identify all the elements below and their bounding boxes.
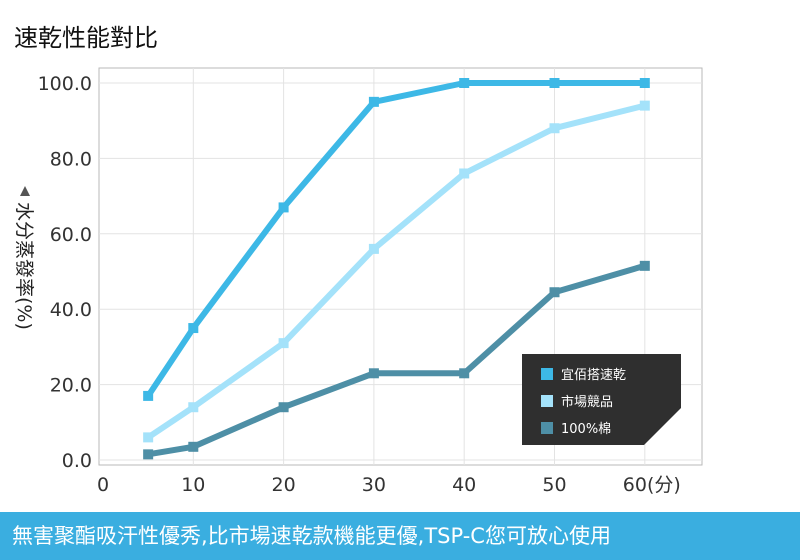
data-point xyxy=(143,432,154,443)
legend-swatch xyxy=(541,422,553,434)
data-point xyxy=(639,78,650,88)
footer-banner: 無害聚酯吸汗性優秀,比市場速乾款機能更優,TSP-C您可放心使用 xyxy=(0,512,800,560)
data-point xyxy=(188,441,199,452)
legend-swatch xyxy=(541,368,553,380)
data-point xyxy=(549,287,560,298)
y-tick-label: 80.0 xyxy=(50,148,92,170)
y-tick-label: 100.0 xyxy=(38,73,92,95)
x-tick-label: 10 xyxy=(181,474,205,496)
plot-area: 0.0 20.0 40.0 60.0 80.0 100.0 0 10 20 30 40 50 60(分) xyxy=(38,67,703,496)
y-tick-label: 40.0 xyxy=(50,299,92,321)
y-tick-label: 20.0 xyxy=(50,375,92,397)
data-point xyxy=(188,402,199,413)
y-tick-label: 60.0 xyxy=(50,224,92,246)
chart-title: 速乾性能對比 xyxy=(14,24,158,52)
x-tick-label: 50 xyxy=(542,474,566,496)
data-point xyxy=(459,78,470,88)
legend-box xyxy=(522,354,681,445)
data-point xyxy=(278,402,289,413)
x-tick-label: 30 xyxy=(362,474,386,496)
legend-swatch xyxy=(541,395,553,407)
y-axis-label: 水分蒸發率(%) xyxy=(13,202,35,330)
data-point xyxy=(639,100,650,111)
data-point xyxy=(459,368,470,379)
legend-label: 宜佰搭速乾 xyxy=(561,367,626,383)
data-point xyxy=(549,78,560,88)
y-axis-title: 水分蒸發率(%) xyxy=(13,186,35,330)
x-tick-label: 20 xyxy=(272,474,296,496)
y-tick-label: 0.0 xyxy=(62,450,92,472)
triangle-up-icon xyxy=(20,186,30,196)
data-point xyxy=(143,390,154,401)
legend-label: 100%棉 xyxy=(561,422,611,437)
footer-text: 無害聚酯吸汗性優秀,比市場速乾款機能更優,TSP-C您可放心使用 xyxy=(12,524,611,548)
data-point xyxy=(549,123,560,134)
data-point xyxy=(143,449,154,460)
data-point xyxy=(459,168,470,179)
data-point xyxy=(368,96,379,107)
data-point xyxy=(368,243,379,254)
data-point xyxy=(368,368,379,379)
legend-label: 市場競品 xyxy=(561,394,613,410)
data-point xyxy=(278,338,289,349)
x-tick-label: 0 xyxy=(97,474,109,496)
x-tick-label: 60(分) xyxy=(623,474,681,496)
data-point xyxy=(639,260,650,271)
data-point xyxy=(278,202,289,213)
x-tick-label: 40 xyxy=(452,474,476,496)
data-point xyxy=(188,323,199,334)
